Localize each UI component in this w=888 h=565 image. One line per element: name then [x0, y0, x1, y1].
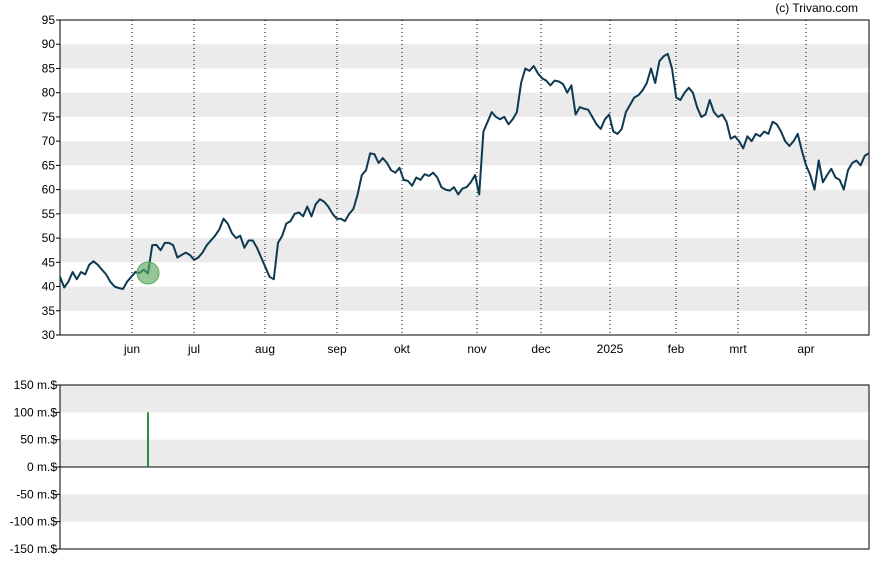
- y-tick-label: 75: [42, 110, 56, 124]
- y-tick-label: 30: [42, 328, 56, 342]
- price-grid-band: [60, 44, 869, 69]
- x-tick-label: mrt: [729, 342, 747, 356]
- x-tick-label: jul: [187, 342, 200, 356]
- y-tick-label: 60: [42, 183, 56, 197]
- volume-y-tick-label: 50 m.$: [20, 433, 57, 447]
- y-tick-label: 55: [42, 207, 56, 221]
- y-tick-label: 40: [42, 280, 56, 294]
- y-tick-label: 85: [42, 61, 56, 75]
- price-grid-band: [60, 189, 869, 214]
- x-tick-label: nov: [467, 342, 486, 356]
- x-tick-label: jun: [123, 342, 140, 356]
- price-chart-frame: [59, 19, 870, 336]
- volume-y-tick-label: -150 m.$: [10, 542, 58, 556]
- price-series-line: [59, 52, 870, 290]
- y-tick-label: 65: [42, 158, 56, 172]
- y-tick-label: 70: [42, 134, 56, 148]
- volume-y-tick-label: 100 m.$: [14, 405, 58, 419]
- volume-y-tick-label: 150 m.$: [14, 378, 58, 392]
- price-grid-band: [60, 92, 869, 117]
- volume-chart-panel: 150 m.$ 100 m.$ 50 m.$ 0 m.$ -50 m.$ -100 m.$…: [10, 378, 870, 556]
- y-tick-label: 90: [42, 37, 56, 51]
- volume-grid-band: [60, 385, 869, 413]
- volume-grid-band: [60, 494, 869, 522]
- y-tick-label: 45: [42, 255, 56, 269]
- y-tick-label: 35: [42, 304, 56, 318]
- x-tick-label: apr: [797, 342, 814, 356]
- volume-y-tick-label: -100 m.$: [10, 515, 58, 529]
- price-grid-band: [60, 238, 869, 263]
- volume-chart-frame: [59, 384, 870, 550]
- price-grid-band: [60, 141, 869, 166]
- event-marker: [136, 261, 160, 285]
- price-grid-band: [60, 286, 869, 311]
- volume-grid-band: [60, 439, 869, 467]
- price-chart-panel: jun jul aug sep okt nov dec 2025 feb mrt apr 30 35 40…: [42, 13, 870, 356]
- volume-y-tick-label: 0 m.$: [27, 460, 57, 474]
- x-tick-label: 2025: [597, 342, 624, 356]
- y-tick-label: 80: [42, 86, 56, 100]
- volume-y-tick-label: -50 m.$: [16, 487, 57, 501]
- x-tick-label: aug: [255, 342, 275, 356]
- x-tick-label: dec: [531, 342, 550, 356]
- x-tick-label: sep: [327, 342, 347, 356]
- x-tick-label: okt: [394, 342, 411, 356]
- y-tick-label: 95: [42, 13, 56, 27]
- x-tick-label: feb: [668, 342, 685, 356]
- copyright-credit: (c) Trivano.com: [775, 1, 858, 15]
- y-tick-label: 50: [42, 231, 56, 245]
